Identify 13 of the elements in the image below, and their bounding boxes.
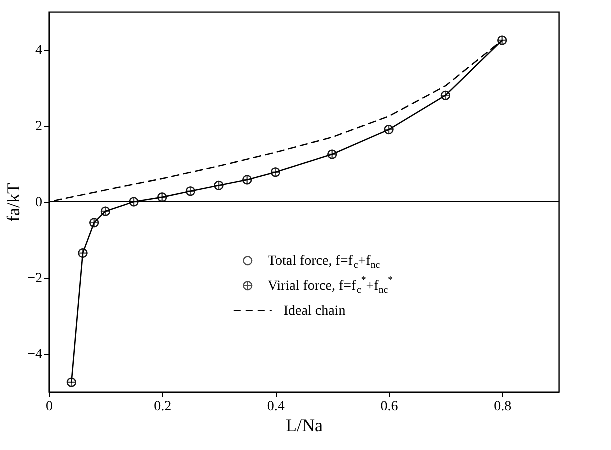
y-axis-title: fa/kT: [4, 183, 24, 222]
y-tick-label: 0: [36, 196, 42, 210]
x-tick-label: 0.2: [154, 400, 172, 414]
y-tick-label: 2: [36, 120, 42, 134]
x-tick-label: 0: [46, 400, 53, 414]
x-tick-label: 0.6: [380, 400, 398, 414]
y-tick-label: 4: [36, 44, 42, 58]
y-tick-label: −2: [28, 272, 42, 286]
x-tick-label: 0.4: [267, 400, 285, 414]
x-axis-title: L/Na: [286, 416, 324, 436]
x-tick-label: 0.8: [494, 400, 512, 414]
y-tick-label: −4: [28, 348, 42, 362]
legend-label: Ideal chain: [284, 304, 346, 319]
